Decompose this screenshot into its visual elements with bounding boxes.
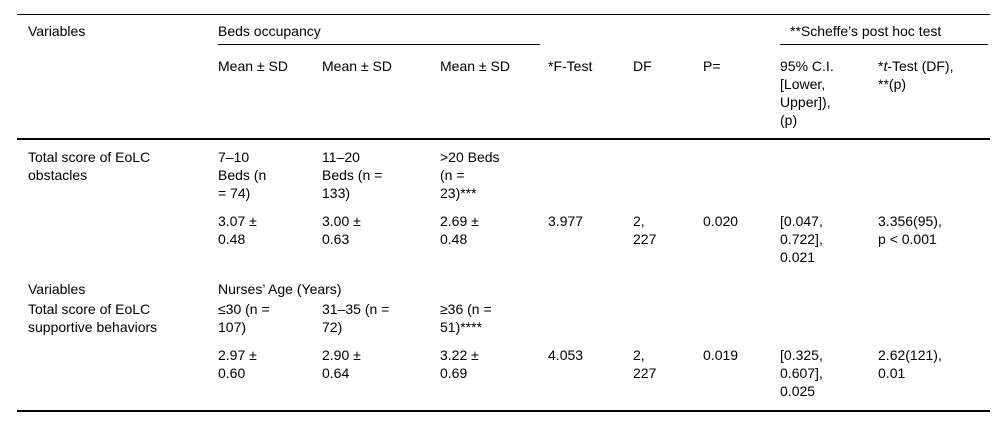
empty-cell bbox=[780, 298, 878, 336]
section2-values-row: 2.97 ± 0.60 2.90 ± 0.64 3.22 ± 0.69 4.05… bbox=[17, 336, 990, 411]
empty-cell bbox=[548, 266, 633, 298]
header-spacer-df bbox=[633, 15, 703, 46]
empty-cell bbox=[633, 298, 703, 336]
empty-cell bbox=[780, 139, 878, 202]
section1-values-row: 3.07 ± 0.48 3.00 ± 0.63 2.69 ± 0.48 3.97… bbox=[17, 202, 990, 266]
section2-df-value: 2, 227 bbox=[633, 347, 657, 381]
beds-occupancy-spanner-rule: Beds occupancy bbox=[218, 22, 541, 45]
section1-df-value: 2, 227 bbox=[633, 213, 657, 247]
header-mean-sd-2: Mean ± SD bbox=[322, 45, 440, 140]
empty-cell bbox=[703, 298, 780, 336]
section2-f-value: 4.053 bbox=[548, 347, 584, 363]
section1-p-value: 0.020 bbox=[703, 213, 739, 229]
section1-group-labels-row: Total score of EoLC obstacles 7–10 Beds … bbox=[17, 139, 990, 202]
section1-row-label: Total score of EoLC obstacles bbox=[28, 149, 151, 183]
section1-group-2: 11–20 Beds (n = 133) bbox=[322, 149, 383, 201]
section1-t-value: 3.356(95), p < 0.001 bbox=[878, 213, 942, 247]
section2-group-header: Nurses’ Age (Years) bbox=[218, 281, 342, 297]
header-t-test-line1: *t-Test (DF), bbox=[878, 57, 982, 75]
section2-variables-label: Variables bbox=[28, 281, 86, 297]
section1-group-1: 7–10 Beds (n = 74) bbox=[218, 149, 267, 201]
section1-mean-3: 2.69 ± 0.48 bbox=[440, 213, 479, 247]
empty-cell bbox=[780, 266, 878, 298]
empty-cell bbox=[633, 266, 703, 298]
stats-table: Variables Beds occupancy **Scheffe’s pos… bbox=[17, 14, 991, 412]
section2-mean-2: 2.90 ± 0.64 bbox=[322, 347, 361, 381]
scheffe-spanner-rule: **Scheffe’s post hoc test bbox=[780, 22, 989, 45]
section2-group-labels-row: Total score of EoLC supportive behaviors… bbox=[17, 298, 990, 336]
section2-t-value: 2.62(121), 0.01 bbox=[878, 347, 942, 381]
section1-f-value: 3.977 bbox=[548, 213, 584, 229]
header-row-columns: Mean ± SD Mean ± SD Mean ± SD *F-Test DF… bbox=[17, 45, 991, 140]
section2-ci-value: [0.325, 0.607], 0.025 bbox=[780, 347, 823, 399]
empty-cell bbox=[633, 139, 703, 202]
section2-group-3: ≥36 (n = 51)**** bbox=[440, 301, 492, 335]
section1-mean-2: 3.00 ± 0.63 bbox=[322, 213, 361, 247]
header-variables-label: Variables bbox=[28, 23, 86, 39]
header-row-spanners: Variables Beds occupancy **Scheffe’s pos… bbox=[17, 15, 990, 46]
header-spacer-ftest bbox=[548, 15, 633, 46]
header-scheffe: **Scheffe’s post hoc test bbox=[780, 15, 990, 45]
empty-cell bbox=[548, 139, 633, 202]
t-test-rest: -Test (DF), bbox=[887, 58, 954, 74]
header-spacer-p bbox=[703, 15, 780, 46]
empty-cell bbox=[703, 139, 780, 202]
section2-group-1: ≤30 (n = 107) bbox=[218, 301, 270, 335]
header-mean-sd-3: Mean ± SD bbox=[440, 45, 549, 140]
section2-variables-row: Variables Nurses’ Age (Years) bbox=[17, 266, 990, 298]
header-beds-occupancy-label: Beds occupancy bbox=[218, 23, 321, 39]
section2-row-label: Total score of EoLC supportive behaviors bbox=[28, 301, 158, 335]
header-df: DF bbox=[633, 45, 704, 140]
section1-ci-value: [0.047, 0.722], 0.021 bbox=[780, 213, 823, 265]
t-test-italic-t: t bbox=[883, 58, 888, 74]
section1-mean-1: 3.07 ± 0.48 bbox=[218, 213, 257, 247]
section2-mean-3: 3.22 ± 0.69 bbox=[440, 347, 479, 381]
header-ci: 95% C.I. [Lower, Upper]), (p) bbox=[780, 45, 879, 140]
header-p: P= bbox=[703, 45, 781, 140]
t-test-star: * bbox=[878, 58, 884, 74]
header-f-test: *F-Test bbox=[548, 45, 634, 140]
empty-cell bbox=[548, 298, 633, 336]
header-beds-occupancy: Beds occupancy bbox=[218, 15, 548, 45]
header-t-test-line2: **(p) bbox=[878, 76, 907, 92]
empty-cell bbox=[703, 266, 780, 298]
section2-mean-1: 2.97 ± 0.60 bbox=[218, 347, 257, 381]
header-mean-sd-1: Mean ± SD bbox=[218, 45, 322, 140]
empty-cell bbox=[878, 139, 990, 202]
header-empty-cell bbox=[17, 45, 218, 140]
header-t-test: *t-Test (DF), **(p) bbox=[878, 45, 991, 140]
section2-p-value: 0.019 bbox=[703, 347, 739, 363]
section2-group-2: 31–35 (n = 72) bbox=[322, 301, 390, 335]
header-scheffe-label: **Scheffe’s post hoc test bbox=[790, 23, 942, 39]
header-variables: Variables bbox=[17, 15, 218, 46]
empty-cell bbox=[878, 266, 990, 298]
empty-cell bbox=[878, 298, 990, 336]
section1-group-3: >20 Beds (n = 23)*** bbox=[440, 149, 500, 201]
